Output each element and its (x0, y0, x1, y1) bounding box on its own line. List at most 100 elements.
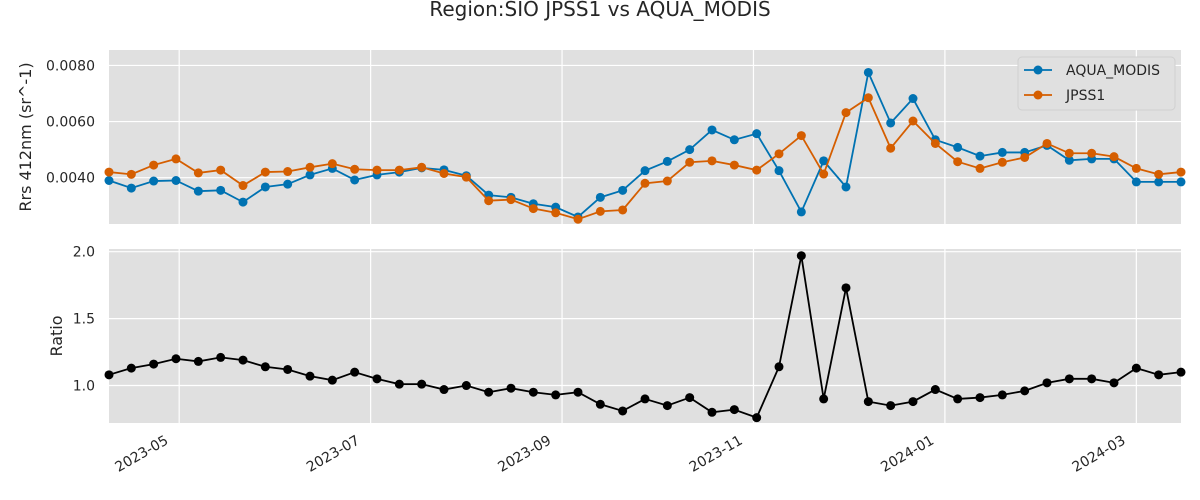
data-point (930, 138, 940, 148)
data-point (595, 192, 605, 202)
data-point (149, 160, 159, 170)
data-point (886, 143, 896, 153)
data-point (260, 182, 270, 192)
data-point (149, 176, 159, 186)
data-point (126, 363, 136, 373)
data-point (1087, 148, 1097, 158)
data-point (216, 185, 226, 195)
data-point (908, 116, 918, 126)
data-point (819, 156, 829, 166)
data-point (1020, 152, 1030, 162)
bottom-grid (109, 249, 1181, 423)
chart-title: Region:SIO JPSS1 vs AQUA_MODIS (429, 0, 770, 21)
top-plot-area (109, 50, 1181, 224)
data-point (662, 401, 672, 411)
top-grid (109, 50, 1181, 224)
legend-dot-jpss1 (1033, 90, 1043, 100)
data-point (126, 169, 136, 179)
data-point (350, 164, 360, 174)
data-point (350, 175, 360, 185)
data-point (283, 167, 293, 177)
data-point (1176, 167, 1186, 177)
data-point (484, 196, 494, 206)
data-point (1131, 163, 1141, 173)
x-axis-ticks: 2023-05 2023-07 2023-09 2023-11 2024-01 2024-… (113, 433, 1129, 476)
top-y-axis-label: Rrs 412nm (sr^-1) (16, 62, 35, 211)
data-point (774, 166, 784, 176)
data-point (260, 362, 270, 372)
data-point (461, 381, 471, 391)
data-point (417, 379, 427, 389)
data-point (439, 168, 449, 178)
data-point (149, 359, 159, 369)
data-point (819, 394, 829, 404)
data-point (394, 379, 404, 389)
data-point (886, 401, 896, 411)
data-point (1109, 378, 1119, 388)
data-point (908, 94, 918, 104)
data-point (1131, 363, 1141, 373)
data-point (327, 375, 337, 385)
data-point (417, 162, 427, 172)
data-point (193, 168, 203, 178)
data-point (439, 385, 449, 395)
data-point (327, 159, 337, 169)
legend: AQUA_MODIS JPSS1 (1017, 56, 1176, 111)
data-point (238, 355, 248, 365)
data-point (975, 163, 985, 173)
x-tick-label: 2023-09 (495, 433, 554, 476)
y-tick-label: 1.5 (73, 312, 95, 328)
x-tick-label: 2024-01 (878, 433, 937, 476)
data-point (283, 364, 293, 374)
data-point (796, 251, 806, 261)
x-tick-label: 2023-11 (687, 433, 746, 476)
data-point (640, 394, 650, 404)
data-point (707, 156, 717, 166)
data-point (171, 176, 181, 185)
data-point (1176, 177, 1186, 187)
data-point (1042, 138, 1052, 148)
y-tick-label: 0.0080 (46, 58, 95, 74)
data-point (104, 370, 114, 380)
bottom-series (104, 251, 1186, 423)
data-point (618, 185, 628, 195)
data-point (126, 183, 136, 193)
data-point (283, 179, 293, 189)
y-tick-label: 1.0 (73, 379, 95, 395)
data-point (953, 157, 963, 167)
data-point (796, 131, 806, 141)
data-point (707, 125, 717, 135)
data-point (461, 172, 471, 182)
data-point (752, 165, 762, 175)
data-point (662, 176, 672, 186)
data-point (1020, 386, 1030, 396)
data-point (841, 182, 851, 192)
data-point (484, 387, 494, 397)
data-point (238, 181, 248, 191)
data-point (573, 387, 583, 397)
x-tick-label: 2023-05 (113, 433, 172, 476)
data-point (1064, 374, 1074, 384)
data-point (863, 93, 873, 103)
data-point (1064, 155, 1074, 165)
data-point (1176, 367, 1186, 377)
data-point (685, 393, 695, 403)
data-point (908, 397, 918, 407)
data-point (506, 195, 516, 205)
data-point (930, 385, 940, 395)
data-point (841, 108, 851, 118)
data-point (685, 145, 695, 155)
data-point (104, 176, 114, 185)
data-point (193, 356, 203, 366)
data-point (238, 197, 248, 207)
data-point (841, 283, 851, 293)
data-point (372, 374, 382, 384)
y-tick-label: 0.0040 (46, 171, 95, 187)
data-point (774, 149, 784, 159)
top-panel: 0.0040 0.0060 0.0080 Rrs 412nm (sr^-1) AQU… (16, 50, 1186, 224)
data-point (1154, 370, 1164, 380)
data-point (1154, 177, 1164, 187)
data-point (1154, 169, 1164, 179)
data-point (305, 162, 315, 172)
data-point (729, 135, 739, 145)
